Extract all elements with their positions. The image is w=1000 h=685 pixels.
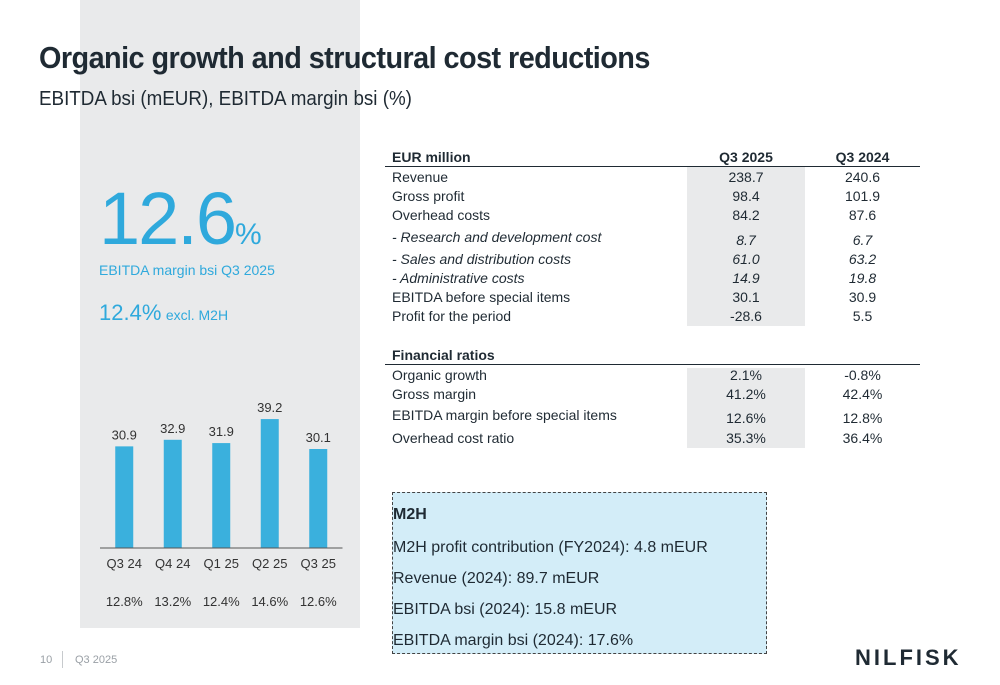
x-tick-label: Q2 25 (252, 556, 287, 571)
header-label: EUR million (392, 149, 471, 165)
x-tick-label: Q3 25 (301, 556, 336, 571)
slide-title: Organic growth and structural cost reduc… (39, 40, 650, 75)
bar-value-label: 31.9 (209, 424, 234, 439)
row-label: EBITDA before special items (392, 289, 571, 305)
slide-subtitle: EBITDA bsi (mEUR), EBITDA margin bsi (%) (39, 88, 412, 110)
row-value-q3-2025: 2.1% (730, 367, 762, 383)
x-tick-label: Q4 24 (155, 556, 190, 571)
bar-value-label: 30.9 (112, 427, 137, 442)
row-label: Gross profit (392, 188, 465, 204)
table-header: EUR million Q3 2025 Q3 2024 (385, 148, 920, 167)
row-value-q3-2025: 98.4 (732, 188, 760, 204)
header-col-q3-2024: Q3 2024 (835, 149, 890, 165)
row-value-q3-2024: 6.7 (852, 232, 873, 248)
row-value-q3-2025: 14.9 (732, 270, 760, 286)
table-row: - Sales and distribution costs 61.0 63.2 (385, 250, 920, 269)
row-value-q3-2024: 101.9 (844, 188, 881, 204)
row-value-q3-2024: 87.6 (848, 207, 877, 223)
row-label: - Administrative costs (392, 270, 525, 286)
kpi-value: 12.6 (99, 177, 237, 260)
table-row: Overhead cost ratio 35.3% 36.4% (385, 429, 920, 448)
row-label: Profit for the period (392, 308, 512, 324)
table-row: EBITDA margin before special items 12.6%… (385, 406, 920, 426)
ratios-header-label: Financial ratios (392, 347, 495, 363)
row-value-q3-2024: 5.5 (852, 308, 873, 324)
kpi-secondary-value: 12.4% (99, 300, 162, 325)
bar-q3-25 (309, 449, 328, 548)
row-value-q3-2025: 30.1 (732, 289, 760, 305)
bar-value-label: 30.1 (306, 430, 331, 445)
table-row: Overhead costs 84.2 87.6 (385, 206, 920, 225)
row-value-q3-2025: -28.6 (730, 308, 762, 324)
row-value-q3-2024: 30.9 (848, 289, 877, 305)
q3-2025-ratios-shading (687, 368, 805, 448)
row-value-q3-2025: 35.3% (726, 430, 766, 446)
row-value-q3-2024: 19.8 (848, 270, 877, 286)
kpi-ebitda-margin: 12.6% (99, 176, 262, 261)
x-tick-label: Q1 25 (204, 556, 239, 571)
row-value-q3-2025: 12.6% (726, 410, 766, 426)
table-row: - Research and development cost 8.7 6.7 (385, 228, 920, 248)
table-row: Organic growth 2.1% -0.8% (385, 366, 920, 385)
x-tick-label: Q3 24 (107, 556, 142, 571)
row-value-q3-2024: 36.4% (842, 430, 883, 446)
nilfisk-logo: NILFISK (855, 645, 962, 670)
row-label: Gross margin (392, 386, 477, 402)
footer-divider (62, 651, 63, 668)
ebitda-bar-chart: 30.9 Q3 24 12.8% 32.9 Q4 24 13.2% 31.9 Q1 25 12.… (100, 400, 343, 609)
footer-period: Q3 2025 (75, 654, 118, 666)
bar-q1-25 (212, 443, 231, 548)
ratios-header: Financial ratios (385, 346, 920, 365)
bar-value-label: 39.2 (257, 400, 282, 415)
row-label: EBITDA margin before special items (392, 407, 617, 423)
header-col-q3-2025: Q3 2025 (719, 149, 773, 165)
kpi-label: EBITDA margin bsi Q3 2025 (99, 262, 275, 278)
margin-label: 14.6% (251, 594, 288, 609)
kpi-secondary: 12.4% excl. M2H (99, 300, 228, 326)
table-row: Revenue 238.7 240.6 (385, 168, 920, 187)
q3-2025-shading (687, 167, 805, 326)
row-value-q3-2024: -0.8% (844, 367, 881, 383)
table-row: Profit for the period -28.6 5.5 (385, 307, 920, 326)
page-number: 10 (40, 654, 53, 666)
m2h-line: EBITDA bsi (2024): 15.8 mEUR (393, 601, 618, 618)
margin-label: 12.6% (300, 594, 337, 609)
kpi-unit: % (235, 218, 262, 251)
m2h-title: M2H (393, 506, 427, 523)
row-value-q3-2025: 8.7 (736, 232, 756, 248)
m2h-line: EBITDA margin bsi (2024): 17.6% (393, 632, 634, 649)
table-row: Gross profit 98.4 101.9 (385, 187, 920, 206)
table-row: EBITDA before special items 30.1 30.9 (385, 288, 920, 307)
row-label: Overhead cost ratio (392, 430, 515, 446)
kpi-secondary-note: excl. M2H (165, 307, 229, 323)
bar-q3-24 (115, 446, 134, 548)
row-value-q3-2025: 84.2 (732, 207, 760, 223)
bar-q2-25 (260, 419, 279, 548)
row-value-q3-2025: 41.2% (726, 386, 766, 402)
row-value-q3-2024: 240.6 (844, 169, 881, 185)
row-value-q3-2025: 238.7 (728, 169, 764, 185)
bar-value-label: 32.9 (160, 421, 185, 436)
table-row: Gross margin 41.2% 42.4% (385, 385, 920, 404)
row-label: - Sales and distribution costs (392, 251, 571, 267)
m2h-line: M2H profit contribution (FY2024): 4.8 mE… (393, 539, 708, 556)
row-value-q3-2024: 42.4% (842, 386, 883, 402)
margin-label: 12.8% (106, 594, 143, 609)
bar-q4-24 (163, 439, 182, 548)
row-label: Overhead costs (392, 207, 491, 223)
m2h-line: Revenue (2024): 89.7 mEUR (393, 570, 600, 587)
m2h-info-box: M2H M2H profit contribution (FY2024): 4.… (392, 492, 767, 654)
row-value-q3-2024: 12.8% (842, 410, 883, 426)
margin-label: 13.2% (154, 594, 191, 609)
row-label: Organic growth (392, 367, 487, 383)
row-value-q3-2025: 61.0 (732, 251, 760, 267)
margin-label: 12.4% (203, 594, 240, 609)
row-value-q3-2024: 63.2 (848, 251, 877, 267)
table-row: - Administrative costs 14.9 19.8 (385, 269, 920, 288)
row-label: - Research and development cost (392, 229, 602, 245)
row-label: Revenue (392, 169, 449, 185)
